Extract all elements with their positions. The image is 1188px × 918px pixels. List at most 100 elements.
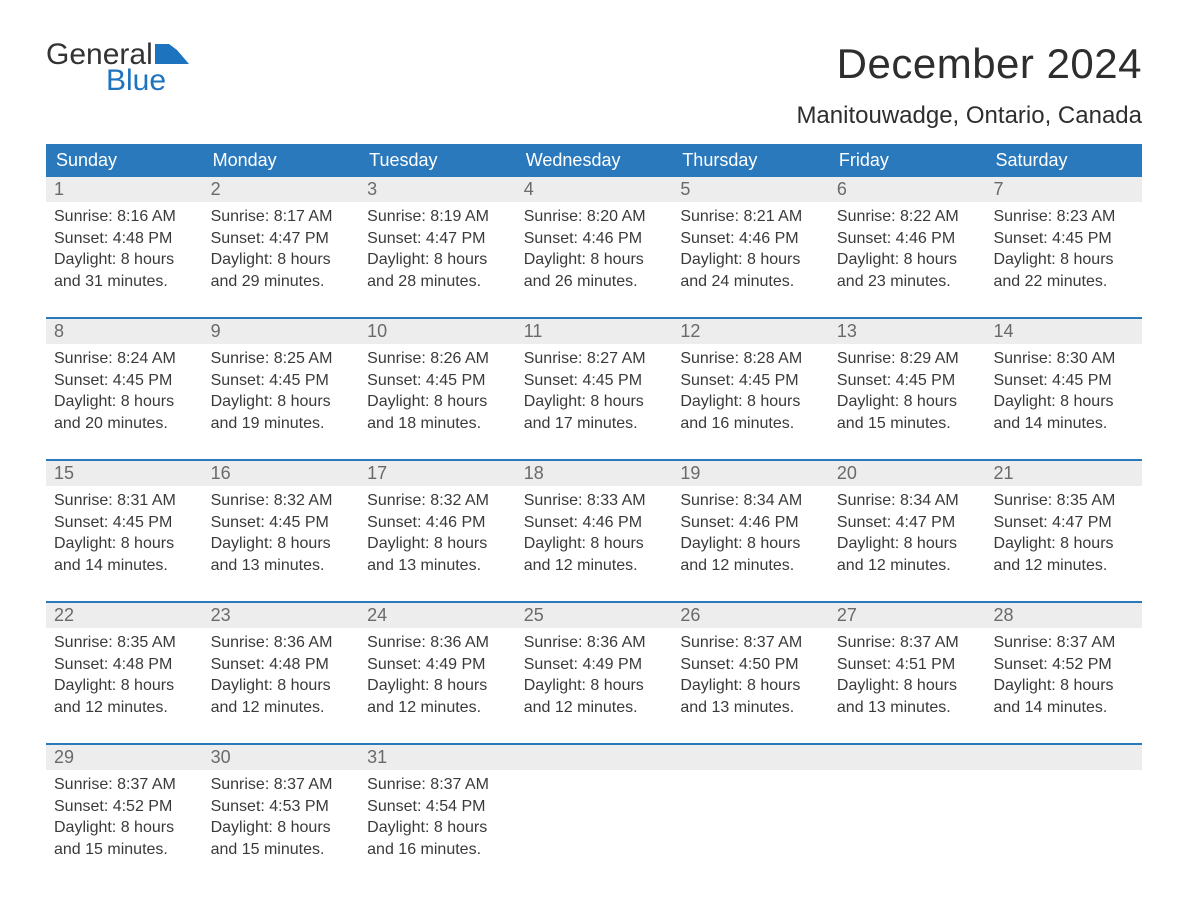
month-title: December 2024 — [796, 40, 1142, 88]
day-cell: 23Sunrise: 8:36 AMSunset: 4:48 PMDayligh… — [203, 603, 360, 729]
week-row: 22Sunrise: 8:35 AMSunset: 4:48 PMDayligh… — [46, 601, 1142, 729]
sunrise-line: Sunrise: 8:37 AM — [211, 774, 352, 796]
sunset-line: Sunset: 4:45 PM — [993, 370, 1134, 392]
sunrise-line: Sunrise: 8:36 AM — [211, 632, 352, 654]
daylight-line-2: and 15 minutes. — [837, 413, 978, 435]
day-number: 4 — [516, 177, 673, 202]
daylight-line-1: Daylight: 8 hours — [837, 249, 978, 271]
day-number: 2 — [203, 177, 360, 202]
week-row: 1Sunrise: 8:16 AMSunset: 4:48 PMDaylight… — [46, 177, 1142, 303]
daylight-line-2: and 12 minutes. — [524, 697, 665, 719]
day-cell: . — [829, 745, 986, 871]
day-number: 18 — [516, 461, 673, 486]
day-number: 8 — [46, 319, 203, 344]
daylight-line-2: and 17 minutes. — [524, 413, 665, 435]
daylight-line-2: and 13 minutes. — [680, 697, 821, 719]
day-cell: 10Sunrise: 8:26 AMSunset: 4:45 PMDayligh… — [359, 319, 516, 445]
sunset-line: Sunset: 4:52 PM — [54, 796, 195, 818]
sunset-line: Sunset: 4:50 PM — [680, 654, 821, 676]
day-cell: 29Sunrise: 8:37 AMSunset: 4:52 PMDayligh… — [46, 745, 203, 871]
sunset-line: Sunset: 4:46 PM — [680, 228, 821, 250]
sunset-line: Sunset: 4:48 PM — [54, 228, 195, 250]
sunrise-line: Sunrise: 8:26 AM — [367, 348, 508, 370]
day-number: 14 — [985, 319, 1142, 344]
day-number: 9 — [203, 319, 360, 344]
daylight-line-1: Daylight: 8 hours — [54, 249, 195, 271]
day-details: Sunrise: 8:34 AMSunset: 4:47 PMDaylight:… — [829, 486, 986, 576]
daylight-line-1: Daylight: 8 hours — [837, 675, 978, 697]
daylight-line-1: Daylight: 8 hours — [993, 249, 1134, 271]
sunset-line: Sunset: 4:47 PM — [993, 512, 1134, 534]
sunset-line: Sunset: 4:46 PM — [367, 512, 508, 534]
day-number: 27 — [829, 603, 986, 628]
weekday-header: Sunday Monday Tuesday Wednesday Thursday… — [46, 144, 1142, 177]
day-cell: . — [516, 745, 673, 871]
sunrise-line: Sunrise: 8:33 AM — [524, 490, 665, 512]
daylight-line-1: Daylight: 8 hours — [524, 249, 665, 271]
header: General Blue December 2024 Manitouwadge,… — [46, 40, 1142, 140]
sunset-line: Sunset: 4:46 PM — [680, 512, 821, 534]
sunrise-line: Sunrise: 8:29 AM — [837, 348, 978, 370]
title-block: December 2024 Manitouwadge, Ontario, Can… — [796, 40, 1142, 140]
day-details: Sunrise: 8:36 AMSunset: 4:49 PMDaylight:… — [359, 628, 516, 718]
day-cell: 11Sunrise: 8:27 AMSunset: 4:45 PMDayligh… — [516, 319, 673, 445]
day-cell: 28Sunrise: 8:37 AMSunset: 4:52 PMDayligh… — [985, 603, 1142, 729]
daylight-line-2: and 15 minutes. — [54, 839, 195, 861]
daylight-line-2: and 13 minutes. — [211, 555, 352, 577]
sunset-line: Sunset: 4:48 PM — [211, 654, 352, 676]
day-cell: 16Sunrise: 8:32 AMSunset: 4:45 PMDayligh… — [203, 461, 360, 587]
day-details: Sunrise: 8:35 AMSunset: 4:48 PMDaylight:… — [46, 628, 203, 718]
day-details: Sunrise: 8:16 AMSunset: 4:48 PMDaylight:… — [46, 202, 203, 292]
daylight-line-1: Daylight: 8 hours — [837, 533, 978, 555]
sunset-line: Sunset: 4:46 PM — [524, 512, 665, 534]
sunset-line: Sunset: 4:45 PM — [680, 370, 821, 392]
day-number: 22 — [46, 603, 203, 628]
weekday-col: Friday — [829, 144, 986, 177]
sunset-line: Sunset: 4:46 PM — [837, 228, 978, 250]
day-cell: 4Sunrise: 8:20 AMSunset: 4:46 PMDaylight… — [516, 177, 673, 303]
day-details: Sunrise: 8:25 AMSunset: 4:45 PMDaylight:… — [203, 344, 360, 434]
day-details: Sunrise: 8:33 AMSunset: 4:46 PMDaylight:… — [516, 486, 673, 576]
daylight-line-1: Daylight: 8 hours — [367, 391, 508, 413]
daylight-line-2: and 20 minutes. — [54, 413, 195, 435]
daylight-line-2: and 15 minutes. — [211, 839, 352, 861]
day-details: Sunrise: 8:23 AMSunset: 4:45 PMDaylight:… — [985, 202, 1142, 292]
brand-word2: Blue — [106, 66, 189, 96]
day-number: 30 — [203, 745, 360, 770]
day-details: Sunrise: 8:36 AMSunset: 4:48 PMDaylight:… — [203, 628, 360, 718]
daylight-line-1: Daylight: 8 hours — [211, 533, 352, 555]
sunrise-line: Sunrise: 8:20 AM — [524, 206, 665, 228]
sunset-line: Sunset: 4:45 PM — [211, 512, 352, 534]
brand-logo: General Blue — [46, 40, 189, 96]
daylight-line-1: Daylight: 8 hours — [367, 675, 508, 697]
sunrise-line: Sunrise: 8:19 AM — [367, 206, 508, 228]
day-details: Sunrise: 8:36 AMSunset: 4:49 PMDaylight:… — [516, 628, 673, 718]
sunset-line: Sunset: 4:48 PM — [54, 654, 195, 676]
sunrise-line: Sunrise: 8:37 AM — [367, 774, 508, 796]
sunset-line: Sunset: 4:54 PM — [367, 796, 508, 818]
day-details: Sunrise: 8:21 AMSunset: 4:46 PMDaylight:… — [672, 202, 829, 292]
day-details: Sunrise: 8:24 AMSunset: 4:45 PMDaylight:… — [46, 344, 203, 434]
daylight-line-2: and 24 minutes. — [680, 271, 821, 293]
sunrise-line: Sunrise: 8:32 AM — [211, 490, 352, 512]
day-details: Sunrise: 8:37 AMSunset: 4:54 PMDaylight:… — [359, 770, 516, 860]
day-cell: 13Sunrise: 8:29 AMSunset: 4:45 PMDayligh… — [829, 319, 986, 445]
daylight-line-1: Daylight: 8 hours — [367, 817, 508, 839]
daylight-line-2: and 23 minutes. — [837, 271, 978, 293]
daylight-line-2: and 19 minutes. — [211, 413, 352, 435]
location: Manitouwadge, Ontario, Canada — [796, 102, 1142, 130]
day-number: 21 — [985, 461, 1142, 486]
weekday-col: Sunday — [46, 144, 203, 177]
daylight-line-2: and 28 minutes. — [367, 271, 508, 293]
day-cell: 17Sunrise: 8:32 AMSunset: 4:46 PMDayligh… — [359, 461, 516, 587]
day-number: 12 — [672, 319, 829, 344]
day-cell: 2Sunrise: 8:17 AMSunset: 4:47 PMDaylight… — [203, 177, 360, 303]
day-cell: 19Sunrise: 8:34 AMSunset: 4:46 PMDayligh… — [672, 461, 829, 587]
sunrise-line: Sunrise: 8:37 AM — [680, 632, 821, 654]
daylight-line-2: and 12 minutes. — [680, 555, 821, 577]
daylight-line-2: and 12 minutes. — [54, 697, 195, 719]
day-details: Sunrise: 8:30 AMSunset: 4:45 PMDaylight:… — [985, 344, 1142, 434]
sunset-line: Sunset: 4:45 PM — [993, 228, 1134, 250]
day-details: Sunrise: 8:34 AMSunset: 4:46 PMDaylight:… — [672, 486, 829, 576]
daylight-line-2: and 16 minutes. — [680, 413, 821, 435]
